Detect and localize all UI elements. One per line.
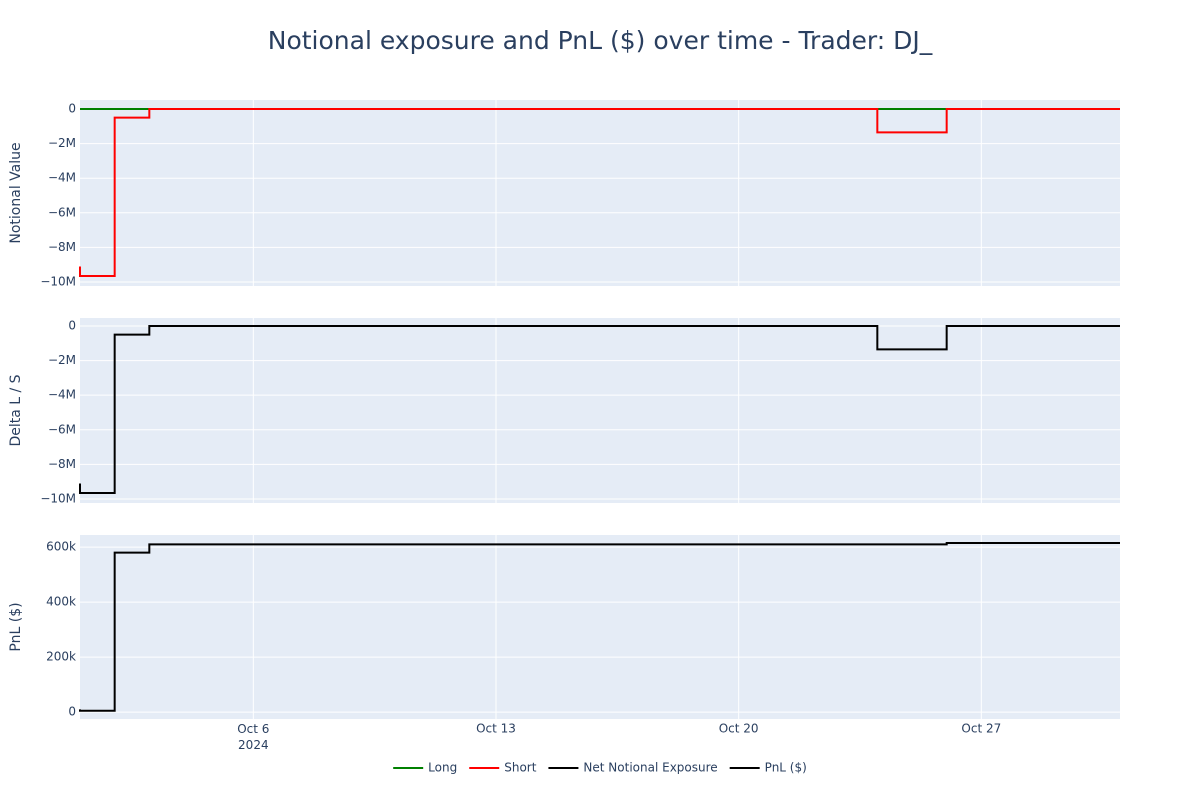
plot-background	[80, 100, 1120, 286]
y-tick-label: 0	[68, 318, 76, 332]
y-tick-label: 200k	[46, 650, 76, 664]
y-tick-label: −6M	[48, 422, 76, 436]
y-tick-label: 0	[68, 101, 76, 115]
y-tick-label: −2M	[48, 136, 76, 150]
legend-label: PnL ($)	[765, 761, 807, 775]
y-tick-label: −10M	[40, 275, 76, 289]
y-tick-label: 600k	[46, 540, 76, 554]
plot-background	[80, 535, 1120, 719]
legend-label: Short	[504, 761, 536, 775]
series-line	[79, 108, 1120, 277]
plot-background	[80, 318, 1120, 503]
legend-label: Long	[428, 761, 457, 775]
legend-item: PnL ($)	[729, 761, 807, 775]
x-tick-label: Oct 13	[476, 722, 516, 736]
y-tick-label: −2M	[48, 353, 76, 367]
x-tick-label: Oct 6 2024	[237, 722, 269, 752]
x-tick-label: Oct 20	[719, 722, 759, 736]
y-tick-label: −4M	[48, 171, 76, 185]
x-tick-label: Oct 27	[961, 722, 1001, 736]
legend-item: Short	[469, 761, 537, 775]
legend-label: Net Notional Exposure	[583, 761, 717, 775]
legend-item: Net Notional Exposure	[548, 761, 718, 775]
legend: Long Short Net Notional Exposure PnL ($)	[393, 761, 807, 775]
series-line	[79, 324, 1120, 494]
y-axis-title: PnL ($)	[8, 602, 24, 651]
series-line	[79, 541, 1120, 712]
y-tick-label: −6M	[48, 205, 76, 219]
chart-title: Notional exposure and PnL ($) over time …	[268, 26, 933, 55]
y-tick-label: 400k	[46, 595, 76, 609]
legend-item: Long	[393, 761, 457, 775]
y-tick-label: 0	[68, 705, 76, 719]
y-axis-title: Notional Value	[8, 142, 24, 243]
y-tick-label: −10M	[40, 492, 76, 506]
y-tick-label: −8M	[48, 457, 76, 471]
y-tick-label: −4M	[48, 388, 76, 402]
y-tick-label: −8M	[48, 240, 76, 254]
y-axis-title: Delta L / S	[8, 374, 24, 446]
